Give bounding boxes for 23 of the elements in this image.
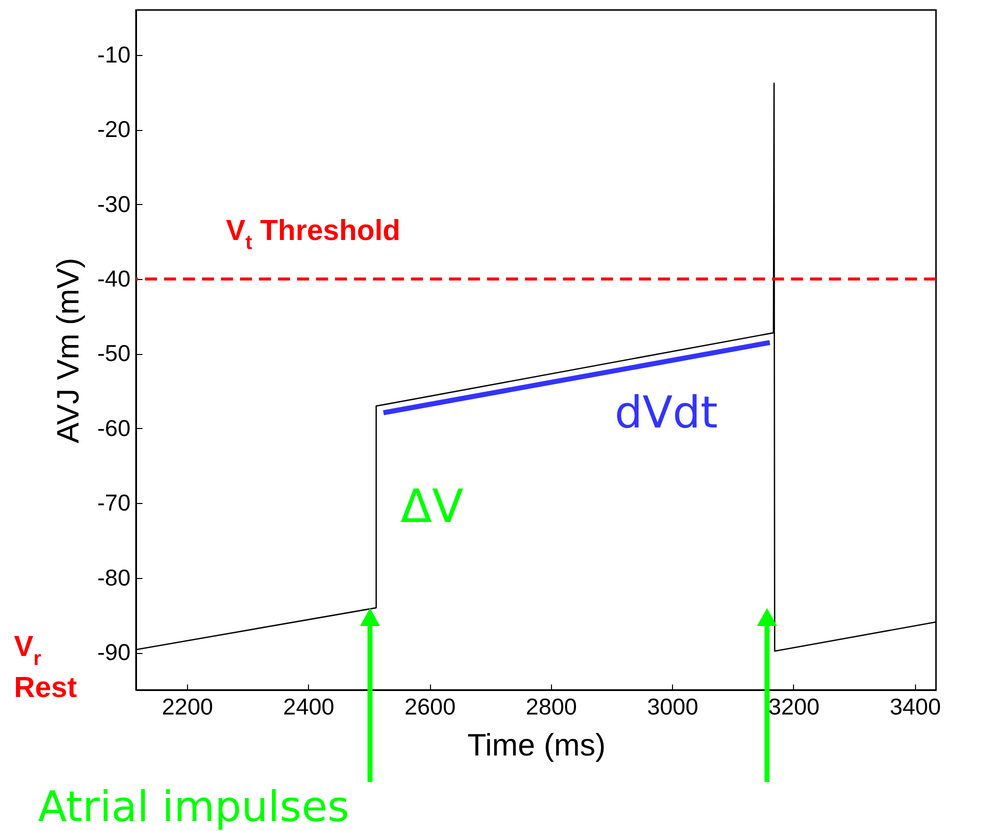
x-tick-label: 2600: [404, 694, 456, 720]
y-axis-title: AVJ Vm (mV): [50, 258, 86, 444]
y-tick-label: -40: [97, 266, 130, 292]
x-tick-label: 3400: [890, 694, 941, 720]
x-tick-label: 3200: [768, 694, 820, 720]
x-tick-label: 2200: [162, 694, 214, 720]
y-tick-label: -30: [97, 190, 130, 217]
x-tick-label: 3000: [647, 694, 698, 720]
y-tick-label: -90: [97, 639, 130, 666]
text: Atrial impulses: [38, 782, 350, 831]
x-tick-label: 2800: [526, 694, 577, 720]
y-tick-label: -20: [97, 116, 130, 142]
text: V$_{r}$ Rest: [14, 630, 77, 706]
x-tick-label: 2400: [283, 694, 334, 720]
y-tick-label: -50: [97, 340, 130, 366]
ref-line-label: V$_{t}$ Threshold: [226, 215, 400, 254]
y-tick-label: -10: [97, 41, 130, 68]
y-tick-label: -70: [97, 490, 130, 516]
series-label: dVdt: [614, 388, 718, 439]
annotation: ΔV: [400, 479, 464, 534]
x-axis-title: Time (ms): [467, 728, 606, 762]
y-tick-label: -80: [97, 564, 130, 590]
y-tick-label: -60: [97, 414, 130, 441]
